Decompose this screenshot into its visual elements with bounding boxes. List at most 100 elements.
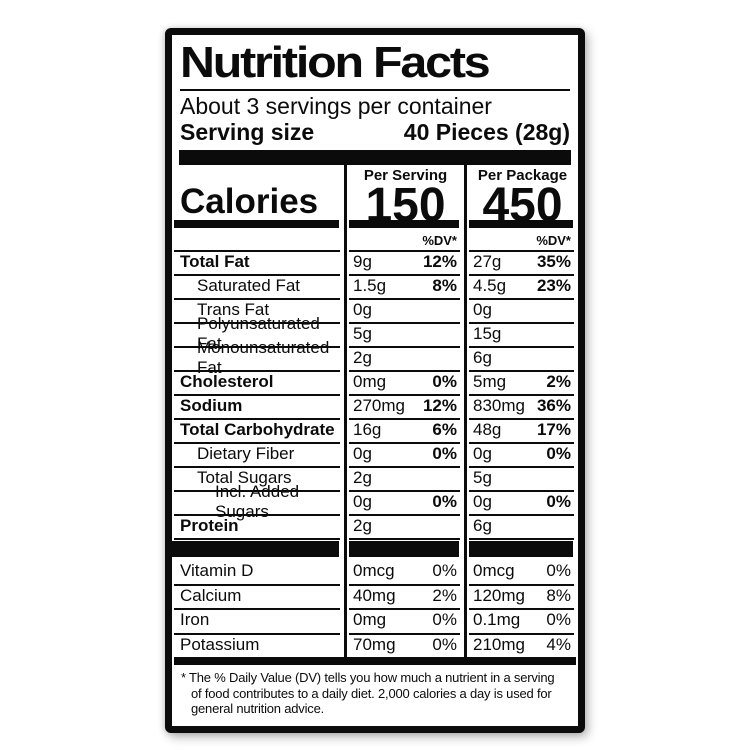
amount: 6g [473,348,492,367]
amount: 0g [353,444,372,463]
nutrient-name: Total Sugars [172,466,344,490]
amount: 6g [473,516,492,535]
nutrient-name: Calcium [172,583,344,609]
amount: 9g [353,252,372,271]
segment-divider-bar [344,538,464,559]
amount: 270mg [353,396,405,415]
amount: 40mg [353,585,396,605]
daily-value: 8% [546,585,571,605]
daily-value: 0% [546,492,571,511]
daily-value: 0% [432,610,457,630]
amount: 2g [353,348,372,367]
amount: 0mcg [353,561,395,581]
per-package-value: 0g [464,298,578,322]
daily-value: 0% [546,444,571,463]
per-package-value: 210mg 4% [464,632,578,657]
daily-value: 17% [536,420,571,439]
amount: 0g [353,492,372,511]
calories-word: Calories [180,181,319,221]
amount: 830mg [473,396,525,415]
servings-per-container: About 3 servings per container [180,93,492,119]
nutrient-name: Protein [172,514,344,538]
per-package-value: 0.1mg 0% [464,608,578,633]
daily-value: 2% [432,585,457,605]
nutrition-facts-label: Nutrition Facts About 3 servings per con… [165,28,585,733]
per-serving-value: 5g [344,322,464,346]
amount: 0mg [353,610,387,630]
daily-value: 0% [432,444,457,463]
nutrient-name: Sodium [172,394,344,418]
per-serving-value: 2g [344,514,464,538]
daily-value: 4% [546,634,571,654]
nutrient-name: Incl. Added Sugars [172,482,344,521]
daily-value: 0% [546,610,571,630]
amount: 16g [353,420,382,439]
per-package-value: 4.5g 23% [464,274,578,298]
amount: 2g [353,516,372,535]
calories-per-package-cell: Per Package 450 [464,165,578,231]
nutrient-name: Total Fat [172,250,344,274]
amount: 0g [473,300,492,319]
calories-per-serving-cell: Per Serving 150 [344,165,464,231]
per-serving-value: 1.5g 8% [344,274,464,298]
per-serving-value: 9g 12% [344,250,464,274]
daily-value: 35% [536,252,571,271]
per-serving-value: 0mg 0% [344,370,464,394]
per-serving-value: 70mg 0% [344,632,464,657]
amount: 70mg [353,634,396,654]
per-package-value: 15g [464,322,578,346]
nutrient-name: Saturated Fat [172,274,344,298]
daily-value: 8% [432,276,457,295]
daily-value: 12% [422,396,457,415]
amount: 0.1mg [473,610,521,630]
nutrient-name: Total Carbohydrate [172,418,344,442]
section-divider-bar-bottom [174,657,576,665]
per-serving-value: 16g 6% [344,418,464,442]
title-rule [180,89,570,91]
per-package-value: 48g 17% [464,418,578,442]
per-serving-value: 270mg 12% [344,394,464,418]
per-serving-value: 0g [344,298,464,322]
per-package-value: 120mg 8% [464,583,578,608]
daily-value: 12% [422,252,457,271]
label-title: Nutrition Facts [180,38,491,87]
daily-value: 0% [432,561,457,581]
segment-divider-bar [172,538,344,559]
amount: 0mg [353,372,387,391]
nutrient-name: Trans Fat [172,298,344,322]
serving-size-row: Serving size 40 Pieces (28g) [180,119,570,146]
amount: 27g [473,252,502,271]
dv-header-spacer [172,231,344,250]
calories-heading-cell: Calories [172,165,344,231]
per-serving-value: 0g 0% [344,442,464,466]
nutrition-table: Calories Per Serving 150 Per Package 450… [172,165,578,657]
serving-size-value: 40 Pieces (28g) [403,119,570,145]
per-package-value: 6g [464,514,578,538]
nutrient-name: Dietary Fiber [172,442,344,466]
per-serving-value: 2g [344,346,464,370]
per-serving-value: 0mcg 0% [344,559,464,584]
per-package-value: 0mcg 0% [464,559,578,584]
per-serving-value: 0mg 0% [344,608,464,633]
per-package-value: 27g 35% [464,250,578,274]
amount: 0mcg [473,561,515,581]
amount: 5g [353,324,372,343]
serving-size-label: Serving size [180,119,315,145]
amount: 1.5g [353,276,387,295]
nutrient-name: Monounsaturated Fat [172,338,344,377]
daily-value: 0% [432,372,457,391]
per-package-value: 830mg 36% [464,394,578,418]
daily-value: 0% [432,492,457,511]
per-serving-value: 40mg 2% [344,583,464,608]
per-package-header: Per Package [477,167,568,184]
per-package-value: 6g [464,346,578,370]
dv-header-serving: %DV* [344,231,464,250]
amount: 4.5g [473,276,507,295]
nutrient-name: Vitamin D [180,561,254,581]
daily-value-footnote: * The % Daily Value (DV) tells you how m… [181,670,555,716]
calories-per-serving-value: 150 [365,179,446,232]
amount: 48g [473,420,502,439]
per-package-value: 5g [464,466,578,490]
per-serving-header: Per Serving [363,167,448,184]
amount: 15g [473,324,502,343]
